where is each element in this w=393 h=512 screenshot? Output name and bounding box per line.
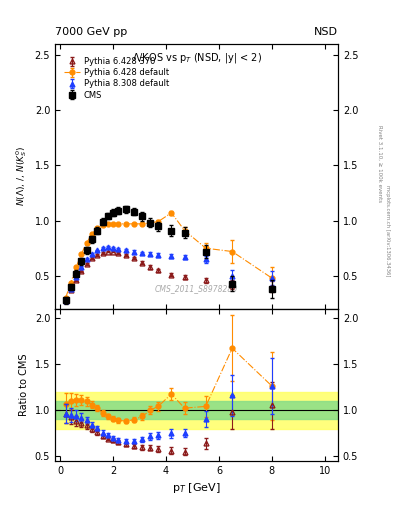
Text: 7000 GeV pp: 7000 GeV pp (55, 27, 127, 37)
X-axis label: p$_T$ [GeV]: p$_T$ [GeV] (172, 481, 221, 495)
Text: CMS_2011_S8978280: CMS_2011_S8978280 (155, 284, 238, 293)
Bar (55, 401, 338, 419)
Text: mcplots.cern.ch [arXiv:1306.3436]: mcplots.cern.ch [arXiv:1306.3436] (385, 185, 389, 276)
Legend: Pythia 6.428 370, Pythia 6.428 default, Pythia 8.308 default, CMS: Pythia 6.428 370, Pythia 6.428 default, … (62, 56, 171, 101)
Y-axis label: Ratio to CMS: Ratio to CMS (19, 354, 29, 416)
Y-axis label: $N(\Lambda)$, /, $N(K^{0}_{S})$: $N(\Lambda)$, /, $N(K^{0}_{S})$ (14, 146, 29, 206)
Text: NSD: NSD (314, 27, 338, 37)
Text: $\Lambda$/KOS vs p$_T$ (NSD, |y| < 2): $\Lambda$/KOS vs p$_T$ (NSD, |y| < 2) (132, 52, 261, 66)
Text: Rivet 3.1.10, ≥ 100k events: Rivet 3.1.10, ≥ 100k events (377, 125, 382, 202)
Bar (55, 392, 338, 429)
